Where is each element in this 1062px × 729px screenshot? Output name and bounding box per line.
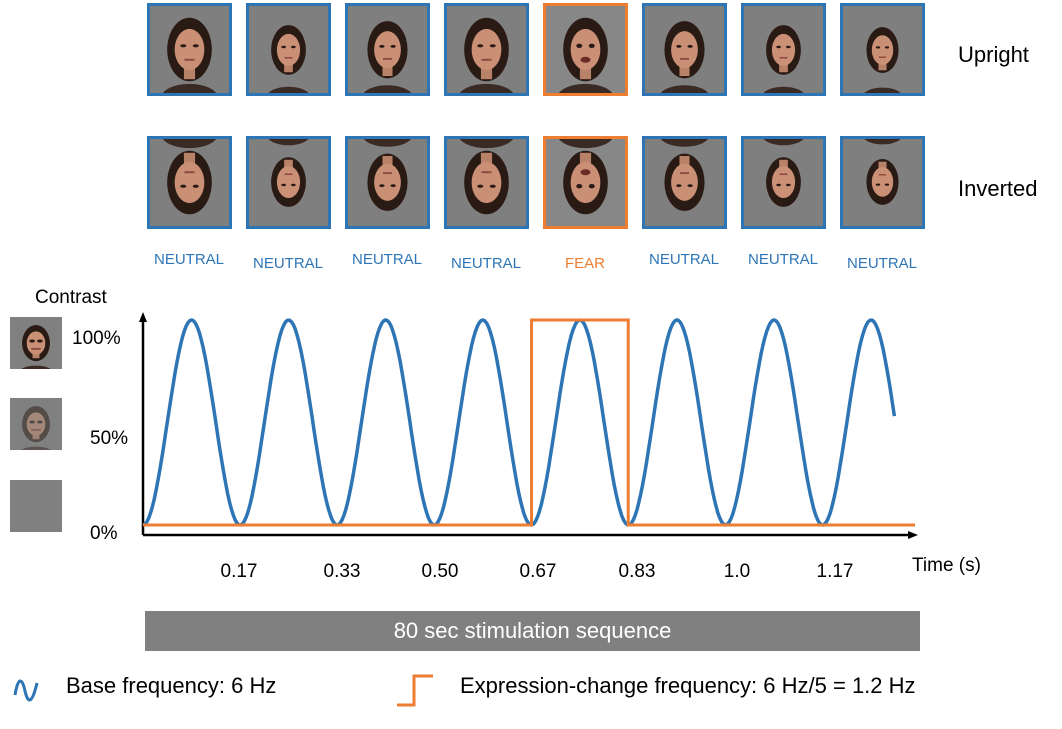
- x-tick-label: 1.17: [817, 561, 854, 582]
- x-tick-label: 0.17: [221, 561, 258, 582]
- expression-label: NEUTRAL: [450, 255, 521, 272]
- expression-label: NEUTRAL: [351, 251, 422, 268]
- contrast-label-50: 50%: [90, 428, 129, 449]
- expression-label: FEAR: [564, 255, 605, 272]
- legend-base-frequency: Base frequency: 6 Hz: [66, 673, 277, 698]
- contrast-face-0: [10, 480, 62, 532]
- upright-face-tile: [543, 3, 628, 96]
- upright-face-tile: [345, 3, 430, 96]
- upright-face-tile: [246, 3, 331, 96]
- inverted-face-tile: [741, 136, 826, 229]
- expression-label: NEUTRAL: [252, 255, 323, 272]
- x-axis-label: Time (s): [912, 555, 981, 576]
- y-axis-arrow: [139, 312, 147, 322]
- contrast-face-50: [10, 398, 62, 450]
- upright-face-tile: [642, 3, 727, 96]
- upright-face-tile: [147, 3, 232, 96]
- inverted-face-tile: [246, 136, 331, 229]
- x-axis-arrow: [908, 531, 918, 539]
- stimulation-sequence-bar: 80 sec stimulation sequence: [145, 611, 920, 651]
- sine-wave-icon: [13, 679, 39, 702]
- x-tick-label: 1.0: [724, 561, 750, 582]
- upright-face-tile: [840, 3, 925, 96]
- x-tick-label: 0.67: [520, 561, 557, 582]
- contrast-label-100: 100%: [72, 328, 121, 349]
- expression-label: NEUTRAL: [648, 251, 719, 268]
- legend-expression-frequency: Expression-change frequency: 6 Hz/5 = 1.…: [460, 673, 916, 698]
- expression-label: NEUTRAL: [747, 251, 818, 268]
- contrast-label-0: 0%: [90, 523, 118, 544]
- base-frequency-wave: [142, 318, 897, 527]
- row-label-inverted: Inverted: [958, 176, 1038, 201]
- expression-change-wave: [143, 318, 915, 527]
- row-label-upright: Upright: [958, 42, 1029, 67]
- expression-label: NEUTRAL: [846, 255, 917, 272]
- upright-face-tile: [444, 3, 529, 96]
- x-tick-label: 0.33: [324, 561, 361, 582]
- inverted-face-tile: [543, 136, 628, 229]
- inverted-face-tile: [444, 136, 529, 229]
- x-tick-label: 0.83: [619, 561, 656, 582]
- inverted-face-tile: [345, 136, 430, 229]
- x-tick-labels: 0.17 0.33 0.50 0.67 0.83 1.0 1.17: [221, 561, 854, 582]
- x-tick-label: 0.50: [422, 561, 459, 582]
- inverted-face-tile: [642, 136, 727, 229]
- contrast-face-100: [10, 317, 62, 369]
- inverted-face-tile: [840, 136, 925, 229]
- upright-face-tile: [741, 3, 826, 96]
- expression-label: NEUTRAL: [153, 251, 224, 268]
- square-pulse-icon: [397, 674, 433, 707]
- contrast-title: Contrast: [35, 287, 107, 308]
- inverted-face-tile: [147, 136, 232, 229]
